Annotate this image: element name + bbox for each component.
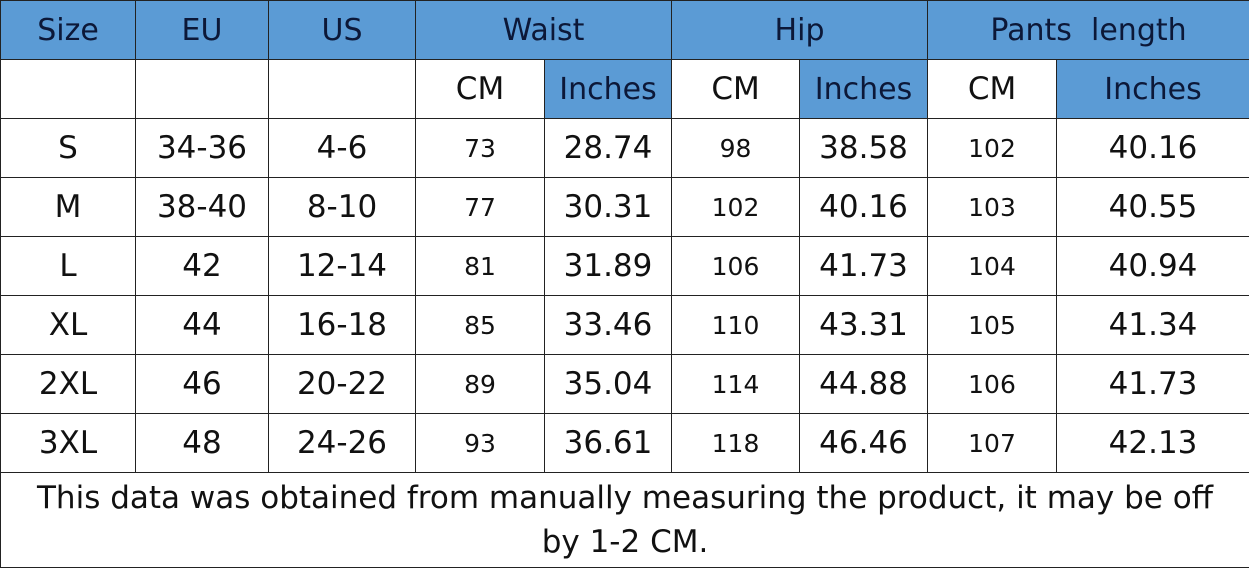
cell-len-in: 41.34 [1056, 295, 1249, 355]
table-row: M 38-40 8-10 77 30.31 102 40.16 103 40.55 [0, 177, 1249, 237]
cell-len-in: 41.73 [1056, 354, 1249, 414]
cell-eu: 38-40 [135, 177, 269, 237]
table-row: XL 44 16-18 85 33.46 110 43.31 105 41.34 [0, 295, 1249, 355]
subheader-length-cm: CM [927, 59, 1058, 119]
cell-eu: 48 [135, 413, 269, 473]
cell-size: S [0, 118, 136, 178]
header-row: Size EU US Waist Hip Pants length [0, 0, 1249, 60]
cell-waist-cm: 73 [415, 118, 545, 178]
cell-hip-in: 41.73 [799, 236, 929, 296]
cell-hip-cm: 98 [671, 118, 801, 178]
cell-us: 16-18 [268, 295, 416, 355]
cell-eu: 34-36 [135, 118, 269, 178]
table-row: L 42 12-14 81 31.89 106 41.73 104 40.94 [0, 236, 1249, 296]
cell-len-cm: 102 [927, 118, 1058, 178]
note-row: This data was obtained from manually mea… [0, 472, 1249, 568]
cell-size: M [0, 177, 136, 237]
subheader-hip-cm: CM [671, 59, 801, 119]
cell-hip-cm: 102 [671, 177, 801, 237]
cell-hip-cm: 110 [671, 295, 801, 355]
cell-hip-in: 44.88 [799, 354, 929, 414]
subheader-length-inches: Inches [1056, 59, 1249, 119]
cell-size: 2XL [0, 354, 136, 414]
cell-waist-cm: 85 [415, 295, 545, 355]
header-hip: Hip [671, 0, 929, 60]
measurement-note: This data was obtained from manually mea… [0, 472, 1249, 568]
cell-hip-cm: 114 [671, 354, 801, 414]
cell-size: L [0, 236, 136, 296]
cell-us: 24-26 [268, 413, 416, 473]
empty-cell [268, 59, 416, 119]
cell-waist-cm: 81 [415, 236, 545, 296]
cell-waist-cm: 93 [415, 413, 545, 473]
cell-hip-cm: 118 [671, 413, 801, 473]
subheader-row: CM Inches CM Inches CM Inches [0, 59, 1249, 119]
cell-len-cm: 106 [927, 354, 1058, 414]
cell-waist-cm: 89 [415, 354, 545, 414]
cell-len-cm: 107 [927, 413, 1058, 473]
cell-hip-in: 38.58 [799, 118, 929, 178]
subheader-waist-inches: Inches [543, 59, 673, 119]
cell-size: XL [0, 295, 136, 355]
cell-us: 20-22 [268, 354, 416, 414]
cell-us: 8-10 [268, 177, 416, 237]
subheader-hip-inches: Inches [799, 59, 929, 119]
cell-eu: 44 [135, 295, 269, 355]
cell-hip-cm: 106 [671, 236, 801, 296]
cell-len-in: 40.94 [1056, 236, 1249, 296]
cell-eu: 46 [135, 354, 269, 414]
header-us: US [268, 0, 416, 60]
table-row: 3XL 48 24-26 93 36.61 118 46.46 107 42.13 [0, 413, 1249, 473]
cell-us: 12-14 [268, 236, 416, 296]
cell-us: 4-6 [268, 118, 416, 178]
cell-len-in: 40.16 [1056, 118, 1249, 178]
empty-cell [0, 59, 136, 119]
header-eu: EU [135, 0, 269, 60]
cell-len-cm: 105 [927, 295, 1058, 355]
header-pants-length: Pants length [927, 0, 1249, 60]
cell-eu: 42 [135, 236, 269, 296]
cell-hip-in: 43.31 [799, 295, 929, 355]
table-row: S 34-36 4-6 73 28.74 98 38.58 102 40.16 [0, 118, 1249, 178]
cell-waist-in: 33.46 [543, 295, 673, 355]
cell-hip-in: 46.46 [799, 413, 929, 473]
empty-cell [135, 59, 269, 119]
cell-waist-in: 36.61 [543, 413, 673, 473]
cell-len-cm: 103 [927, 177, 1058, 237]
cell-waist-in: 31.89 [543, 236, 673, 296]
table-row: 2XL 46 20-22 89 35.04 114 44.88 106 41.73 [0, 354, 1249, 414]
cell-size: 3XL [0, 413, 136, 473]
cell-len-in: 40.55 [1056, 177, 1249, 237]
cell-len-in: 42.13 [1056, 413, 1249, 473]
cell-waist-in: 30.31 [543, 177, 673, 237]
cell-waist-cm: 77 [415, 177, 545, 237]
header-size: Size [0, 0, 136, 60]
cell-hip-in: 40.16 [799, 177, 929, 237]
cell-len-cm: 104 [927, 236, 1058, 296]
subheader-waist-cm: CM [415, 59, 545, 119]
header-waist: Waist [414, 0, 673, 60]
cell-waist-in: 28.74 [543, 118, 673, 178]
cell-waist-in: 35.04 [543, 354, 673, 414]
